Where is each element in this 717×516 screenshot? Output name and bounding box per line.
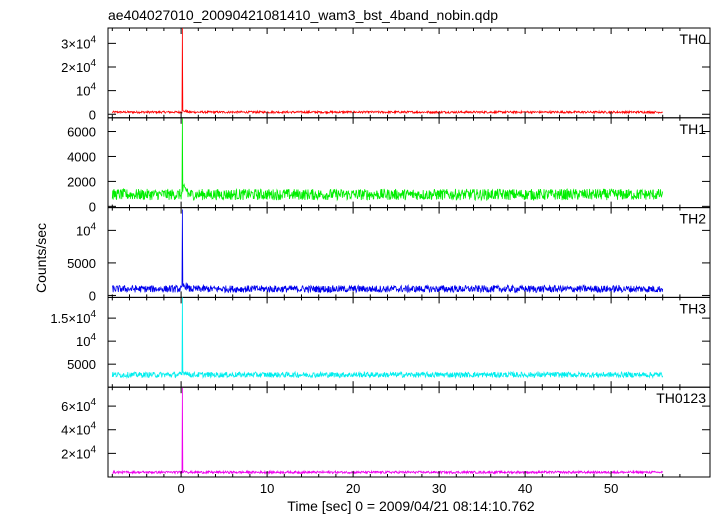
y-tick-label: 0 — [89, 199, 96, 214]
y-tick-exponent: 4 — [90, 397, 96, 408]
y-tick-label: 4000 — [67, 149, 96, 164]
chart-title: ae404027010_20090421081410_wam3_bst_4ban… — [108, 7, 498, 23]
y-tick-exponent: 4 — [90, 444, 96, 455]
y-tick-label: 2×104 — [61, 58, 96, 75]
panel-frame — [107, 207, 711, 298]
y-tick-label: 104 — [76, 221, 96, 238]
series-th2-line — [111, 209, 664, 294]
panel-label: TH3 — [680, 300, 707, 316]
y-tick-label: 1.5×104 — [50, 309, 96, 326]
y-tick-exponent: 4 — [90, 221, 96, 232]
x-tick-label: 30 — [432, 481, 446, 496]
x-axis: 0 10 20 30 40 50 — [177, 481, 618, 496]
panel-label: TH0123 — [656, 390, 706, 406]
panel-th3: 5000 104 1.5×104 TH3 — [50, 296, 711, 388]
x-tick-label: 0 — [177, 481, 184, 496]
series-th1-line — [111, 118, 664, 202]
y-tick-label: 5000 — [67, 256, 96, 271]
x-tick-label: 50 — [604, 481, 618, 496]
panel-frame — [107, 386, 711, 478]
y-tick-label: 104 — [76, 332, 96, 349]
y-tick-label: 0 — [89, 107, 96, 122]
y-tick-label: 2×104 — [61, 444, 96, 461]
y-tick-label: 6000 — [67, 125, 96, 140]
y-tick-exponent: 4 — [90, 58, 96, 69]
x-tick-label: 10 — [260, 481, 274, 496]
y-tick-exponent: 4 — [90, 34, 96, 45]
panel-label: TH1 — [680, 121, 707, 137]
series-th3-line — [111, 297, 664, 379]
y-tick-label: 104 — [76, 82, 96, 99]
y-tick-exponent: 4 — [90, 82, 96, 93]
y-tick-label: 3×104 — [61, 34, 96, 51]
panel-th1: 0 2000 4000 6000 TH1 — [67, 117, 711, 214]
panel-label: TH2 — [680, 211, 707, 227]
panel-th2: 0 5000 104 TH2 — [67, 207, 711, 303]
y-tick-exponent: 4 — [90, 332, 96, 343]
x-axis-label: Time [sec] 0 = 2009/04/21 08:14:10.762 — [287, 498, 535, 514]
series-th0123-line — [112, 387, 664, 476]
panels: 0 104 2×104 3×104 TH0 0 2000 4000 6000 TH1 0 5000 10… — [50, 27, 711, 478]
panel-th0123: 2×104 4×104 6×104 TH0123 — [61, 386, 711, 478]
y-tick-label: 0 — [89, 288, 96, 303]
panel-th0: 0 104 2×104 3×104 TH0 — [61, 27, 711, 122]
panel-frame — [107, 27, 711, 119]
series-th0-line — [111, 27, 663, 115]
y-tick-label: 4×104 — [61, 421, 96, 438]
y-tick-exponent: 4 — [90, 421, 96, 432]
y-tick-label: 5000 — [67, 357, 96, 372]
y-axis-label: Counts/sec — [33, 223, 49, 293]
y-tick-exponent: 4 — [90, 309, 96, 320]
x-tick-label: 20 — [346, 481, 360, 496]
y-tick-label: 6×104 — [61, 397, 96, 414]
x-tick-label: 40 — [518, 481, 532, 496]
panel-label: TH0 — [680, 31, 707, 47]
y-tick-label: 2000 — [67, 174, 96, 189]
